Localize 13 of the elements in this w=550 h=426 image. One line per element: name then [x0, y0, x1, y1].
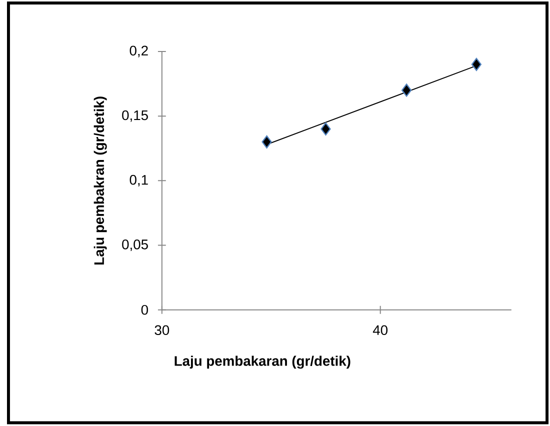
x-axis-title: Laju pembakaran (gr/detik): [174, 356, 350, 369]
y-tick-label: 0,15: [122, 110, 148, 122]
point: [402, 84, 412, 97]
y-tick-label: 0,05: [122, 240, 148, 252]
point: [320, 122, 331, 136]
y-tick-label: 0,1: [130, 175, 148, 187]
y-tick-label: 0: [141, 305, 148, 315]
y-axis-title: Laju pembakran (gr/detik): [94, 96, 107, 265]
y-tick-label: 0,2: [130, 46, 148, 58]
point: [471, 58, 482, 72]
point: [262, 136, 272, 149]
x-tick-label: 30: [154, 325, 170, 336]
x-tick-label: 40: [372, 325, 388, 336]
